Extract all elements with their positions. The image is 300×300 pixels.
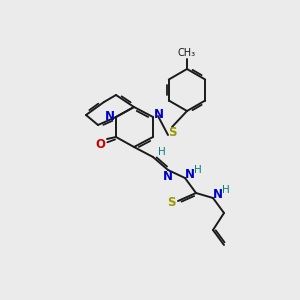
Text: CH₃: CH₃ — [178, 48, 196, 58]
Text: S: S — [167, 196, 175, 209]
Text: H: H — [194, 165, 202, 175]
Text: S: S — [168, 125, 176, 139]
Text: N: N — [213, 188, 223, 202]
Text: H: H — [222, 185, 230, 195]
Text: N: N — [185, 169, 195, 182]
Text: H: H — [158, 147, 166, 157]
Text: N: N — [105, 110, 115, 124]
Text: N: N — [163, 170, 173, 184]
Text: O: O — [95, 139, 105, 152]
Text: N: N — [154, 109, 164, 122]
